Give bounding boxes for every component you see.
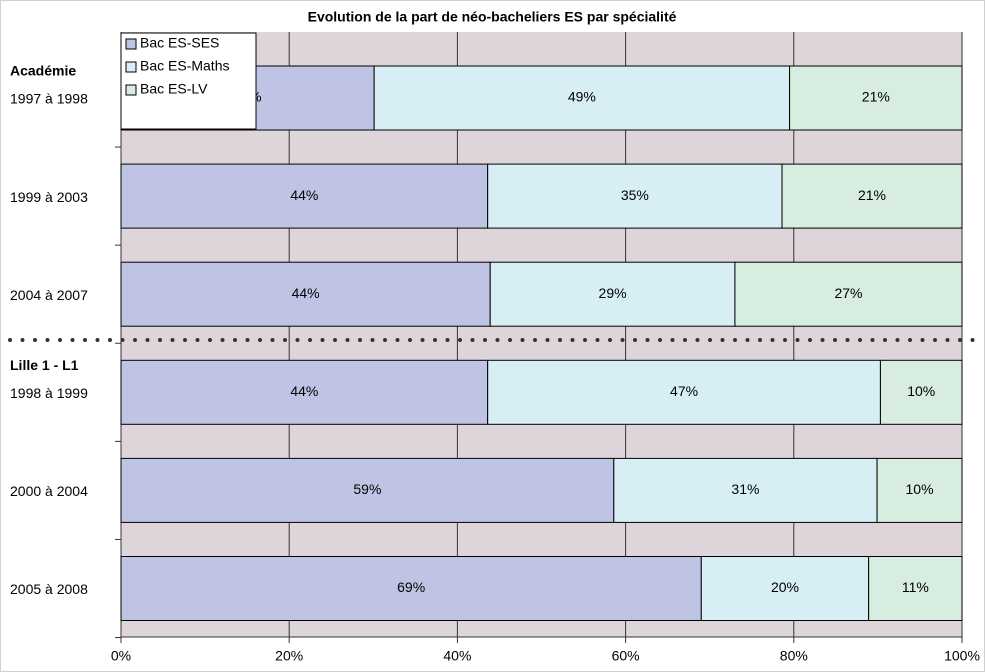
x-tick-label: 0% — [111, 648, 131, 664]
x-tick-label: 40% — [443, 648, 471, 664]
legend-swatch — [125, 61, 137, 73]
data-label: 10% — [906, 481, 934, 497]
data-label: 44% — [290, 383, 318, 399]
bar-segment — [879, 359, 963, 425]
bar-segment — [781, 163, 963, 229]
data-label: 21% — [858, 187, 886, 203]
bar-segment — [868, 556, 963, 621]
legend-label: Bac ES-SES — [140, 35, 219, 51]
legend-label: Bac ES-LV — [140, 81, 208, 97]
legend-swatch — [125, 84, 137, 96]
plot-area — [121, 32, 962, 637]
y-tick-label: 2000 à 2004 — [10, 483, 88, 499]
data-label: 10% — [907, 383, 935, 399]
data-label: 44% — [292, 285, 320, 301]
y-tick-label: 1999 à 2003 — [10, 189, 88, 205]
bar-segment — [613, 457, 878, 523]
data-label: 29% — [599, 285, 627, 301]
data-label: 59% — [353, 481, 381, 497]
bar-segment — [487, 163, 783, 229]
bar-segment — [789, 65, 963, 131]
bar-segment — [700, 556, 870, 621]
data-label: 11% — [902, 579, 929, 595]
bar-segment — [120, 261, 491, 327]
bar-segment — [120, 556, 702, 621]
group-label: Académie — [10, 63, 76, 79]
x-tick-label: 60% — [612, 648, 640, 664]
y-tick-label: 1998 à 1999 — [10, 385, 88, 401]
data-label: 20% — [771, 579, 799, 595]
x-tick-label: 80% — [780, 648, 808, 664]
data-label: 69% — [397, 579, 425, 595]
bar-segment — [734, 261, 963, 327]
data-label: 35% — [621, 187, 649, 203]
bar-segment — [489, 261, 736, 327]
data-label: 49% — [568, 89, 596, 105]
legend-box — [120, 32, 257, 130]
bar-segment — [120, 163, 489, 229]
bar-segment — [120, 457, 615, 523]
bar-segment — [373, 65, 791, 131]
x-tick-label: 100% — [944, 648, 980, 664]
x-tick-label: 20% — [275, 648, 303, 664]
y-tick-label: 2004 à 2007 — [10, 287, 88, 303]
data-label: 47% — [670, 383, 698, 399]
bar-segment — [120, 359, 489, 425]
chart-title: Evolution de la part de néo-bacheliers E… — [308, 9, 677, 25]
legend-label: Bac ES-Maths — [140, 58, 229, 74]
group-label: Lille 1 - L1 — [10, 357, 79, 373]
data-label: 44% — [290, 187, 318, 203]
data-label: 21% — [862, 89, 890, 105]
bar-segment — [487, 359, 881, 425]
data-label: 31% — [731, 481, 759, 497]
legend-swatch — [125, 38, 137, 50]
bar-segment — [876, 457, 963, 523]
y-tick-label: 1997 à 1998 — [10, 91, 88, 107]
data-label: 27% — [834, 285, 862, 301]
y-tick-label: 2005 à 2008 — [10, 581, 88, 597]
